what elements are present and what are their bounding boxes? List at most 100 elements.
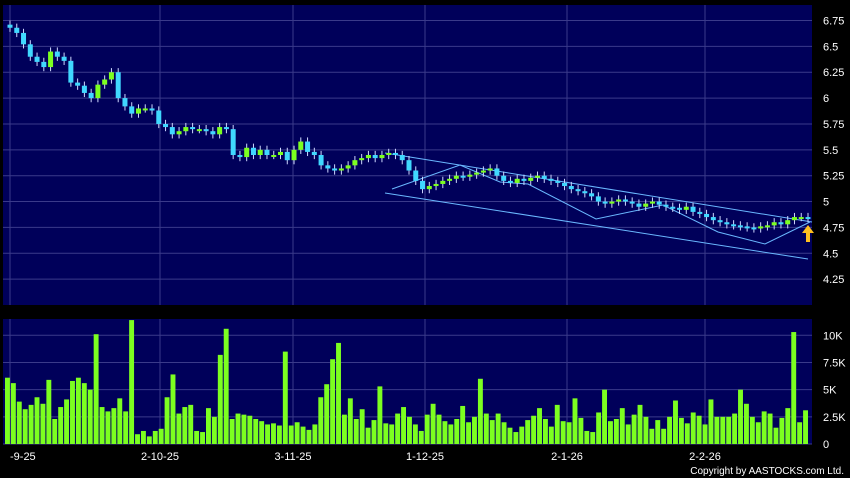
price-tick-label: 6.25 xyxy=(823,67,844,79)
volume-bar xyxy=(673,400,678,444)
volume-bar xyxy=(40,403,46,444)
candle-body xyxy=(61,56,67,61)
volume-bar xyxy=(613,419,619,444)
volume-bar xyxy=(407,416,412,444)
volume-bar xyxy=(188,404,194,444)
candle-body xyxy=(271,155,277,157)
candle-body xyxy=(284,151,290,161)
candle-body xyxy=(264,149,270,155)
date-tick-label: 1-12-25 xyxy=(406,451,444,463)
volume-bar xyxy=(10,383,16,444)
candle-body xyxy=(68,60,74,83)
volume-bar xyxy=(430,403,436,444)
volume-bar xyxy=(602,389,607,444)
candle-body xyxy=(737,225,743,228)
candle-body xyxy=(102,79,108,85)
candle-body xyxy=(217,127,223,135)
volume-bar xyxy=(347,398,353,444)
date-axis-labels: -9-25 2-10-25 3-11-25 1-12-25 2-1-26 2-2-26 xyxy=(10,451,721,463)
volume-bar xyxy=(93,334,99,444)
candle-body xyxy=(690,206,696,212)
candle-body xyxy=(129,106,135,114)
candle-body xyxy=(791,217,797,221)
volume-bar xyxy=(720,416,726,444)
volume-bar xyxy=(395,413,401,444)
volume-bar xyxy=(312,424,318,444)
volume-bar xyxy=(229,419,235,444)
candle-body xyxy=(142,108,148,111)
copyright-text: Copyright by AASTOCKS.com Ltd. xyxy=(690,466,844,477)
volume-bar xyxy=(483,413,489,444)
volume-bar xyxy=(749,416,755,444)
candle-body xyxy=(169,127,175,135)
volume-bar xyxy=(146,436,152,444)
volume-bar xyxy=(803,410,808,444)
volume-bar xyxy=(442,421,448,444)
candle-body xyxy=(710,217,716,221)
volume-bar xyxy=(773,427,779,444)
price-tick-label: 5.75 xyxy=(823,119,844,131)
volume-bar xyxy=(608,421,613,444)
candle-body xyxy=(494,168,500,176)
volume-bar xyxy=(714,416,720,444)
candle-body xyxy=(163,123,169,128)
candle-body xyxy=(14,27,20,33)
volume-bar xyxy=(743,403,749,444)
volume-bar xyxy=(643,416,649,444)
candle-body xyxy=(392,152,398,155)
volume-bar xyxy=(702,424,708,444)
candle-body xyxy=(649,201,655,204)
volume-bar xyxy=(649,428,655,444)
volume-bar xyxy=(418,430,424,444)
price-tick-label: 4.5 xyxy=(823,248,838,260)
volume-bar xyxy=(436,414,442,444)
volume-bar xyxy=(454,419,460,444)
volume-bar xyxy=(726,416,732,444)
price-tick-label: 5.5 xyxy=(823,145,838,157)
volume-bar xyxy=(667,416,673,444)
candle-body xyxy=(41,61,47,68)
candle-body xyxy=(548,178,554,181)
trend-channel xyxy=(384,152,813,260)
candle-body xyxy=(48,51,54,68)
candle-body xyxy=(507,180,513,183)
price-tick-label: 5 xyxy=(823,197,829,209)
candle-body xyxy=(244,147,250,158)
volume-bar xyxy=(525,420,531,444)
price-tick-label: 4.25 xyxy=(823,274,844,286)
volume-bar xyxy=(466,422,472,444)
volume-tick-label: 7.5K xyxy=(823,357,846,369)
candle-body xyxy=(426,186,432,190)
candle-body xyxy=(203,129,209,132)
candle-body xyxy=(298,141,304,150)
volume-bar xyxy=(472,416,477,444)
volume-bar xyxy=(330,359,336,444)
candle-body xyxy=(595,196,601,202)
candle-body xyxy=(670,206,676,209)
volume-bar xyxy=(341,414,347,444)
candle-body xyxy=(95,84,101,99)
candle-body xyxy=(291,149,297,161)
candle-body xyxy=(609,201,615,204)
candle-body xyxy=(345,165,351,169)
volume-bar xyxy=(779,417,785,444)
volume-bar xyxy=(767,413,773,444)
candle-body xyxy=(474,172,480,175)
candle-body xyxy=(406,160,412,171)
candle-body xyxy=(379,155,385,159)
volume-bar xyxy=(164,397,170,444)
candle-body xyxy=(332,168,338,171)
candle-body xyxy=(568,186,574,190)
volume-bar xyxy=(548,426,554,444)
volume-bar xyxy=(182,407,188,444)
volume-bar xyxy=(495,413,501,444)
price-axis-labels: 4.25 4.5 4.75 5 5.25 5.5 5.75 6 6.25 6.5 6.75 xyxy=(823,16,844,287)
volume-bar xyxy=(477,378,483,444)
volume-bar xyxy=(489,420,495,444)
price-tick-label: 6.5 xyxy=(823,41,838,53)
candle-body xyxy=(115,72,121,99)
candle-body xyxy=(805,217,811,220)
volume-bar xyxy=(170,374,176,444)
candle-body xyxy=(237,155,243,158)
